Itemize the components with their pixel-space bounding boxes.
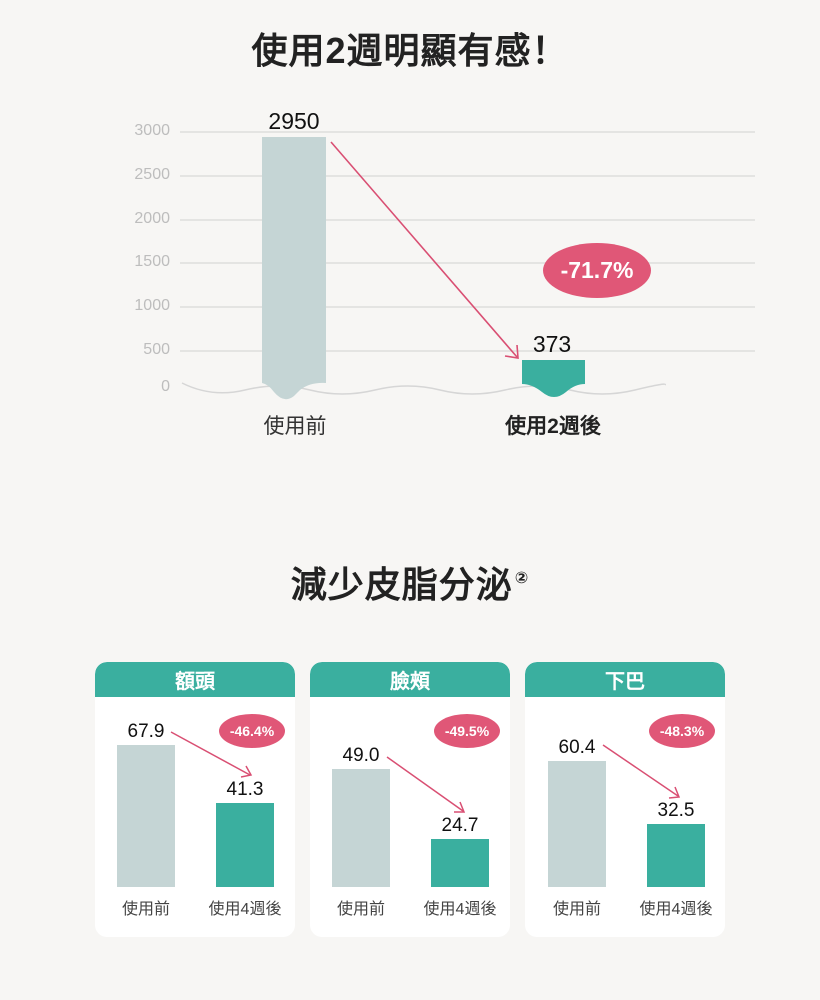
card-header: 額頭 [95,662,295,697]
bar-after [647,824,705,887]
chart-title-sebum: 減少皮脂分泌 ② [0,556,820,608]
main-bar-chart [180,131,755,400]
card-chin: 下巴 60.4 32.5 -48.3% 使用前 使用4週後 [525,662,725,937]
arrow-head-icon [668,786,681,799]
footnote-mark: ② [514,570,530,587]
card-chart [548,744,705,887]
card-header: 下巴 [525,662,725,697]
arrow-head-icon [240,765,253,778]
x-label-after: 使用2週後 [505,415,601,438]
ytick: 2500 [134,166,170,183]
value-after: 41.3 [226,779,264,800]
arrow-head-icon [504,344,519,359]
wave-baseline [181,382,666,395]
ytick: 0 [161,378,170,395]
value-before: 67.9 [127,721,165,742]
label-after: 使用4週後 [423,901,497,918]
change-badge: -48.3% [649,714,715,748]
ytick: 2000 [134,210,170,227]
card-forehead: 額頭 67.9 41.3 -46.4% 使用前 使用4週後 [95,662,295,937]
value-label-before: 2950 [268,108,320,134]
label-after: 使用4週後 [639,901,713,918]
chart-title-main: 使用2週明顯有感！ [251,30,569,71]
label-after: 使用4週後 [208,901,282,918]
label-before: 使用前 [121,901,170,918]
bar-before [117,745,175,887]
value-after: 24.7 [441,815,479,836]
bar-after [216,803,274,887]
bar-before [548,761,606,887]
change-badge: -46.4% [219,714,285,748]
change-badge: -49.5% [434,714,500,748]
bar-before [332,769,390,887]
bar-before [262,137,326,400]
ytick: 1000 [134,297,170,314]
bar-after [431,839,489,887]
x-label-before: 使用前 [263,415,327,438]
ytick: 500 [143,341,170,358]
value-after: 32.5 [657,800,695,821]
card-header: 臉頰 [310,662,510,697]
ytick: 1500 [134,253,170,270]
value-label-after: 373 [532,331,572,357]
arrow-head-icon [454,801,466,813]
card-cheeks: 臉頰 49.0 24.7 -49.5% 使用前 使用4週後 [310,662,510,937]
value-before: 60.4 [558,737,596,758]
card-chart [117,731,274,887]
card-chart [332,756,489,887]
label-before: 使用前 [336,901,385,918]
sebum-title-text: 減少皮脂分泌 [290,564,513,605]
label-before: 使用前 [552,901,601,918]
value-before: 49.0 [342,745,380,766]
ytick: 3000 [134,122,170,139]
reduction-badge: -71.7% [543,243,651,298]
bar-after [522,360,585,397]
